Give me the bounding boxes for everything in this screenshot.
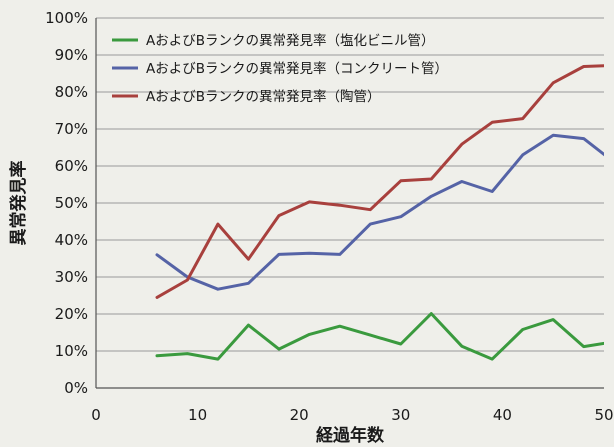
y-tick-label: 70%	[55, 120, 88, 138]
y-axis-title: 異常発見率	[8, 161, 29, 246]
series-lines	[155, 64, 604, 361]
axes	[95, 18, 604, 389]
x-tick-label: 0	[91, 406, 101, 424]
x-tick-label: 20	[290, 406, 309, 424]
x-tick-label: 40	[493, 406, 512, 424]
x-tick-label: 50	[594, 406, 613, 424]
y-tick-label: 30%	[55, 268, 88, 286]
y-tick-label: 90%	[55, 46, 88, 64]
series-line	[155, 64, 604, 299]
y-tick-label: 80%	[55, 83, 88, 101]
legend-label: AおよびBランクの異常発見率（コンクリート管）	[146, 60, 448, 77]
gridlines	[96, 17, 604, 352]
y-tick-label: 0%	[64, 379, 88, 397]
y-tick-label: 20%	[55, 305, 88, 323]
series-line	[155, 133, 604, 291]
legend-label: AおよびBランクの異常発見率（塩化ビニル管）	[146, 32, 435, 49]
y-tick-label: 60%	[55, 157, 88, 175]
x-tick-label: 10	[188, 406, 207, 424]
series-line	[155, 312, 604, 361]
legend: AおよびBランクの異常発見率（塩化ビニル管） AおよびBランクの異常発見率（コンク…	[112, 32, 448, 105]
x-tick-label: 30	[391, 406, 410, 424]
y-tick-label: 100%	[45, 9, 88, 27]
y-tick-label: 50%	[55, 194, 88, 212]
y-tick-label: 10%	[55, 342, 88, 360]
y-tick-label: 40%	[55, 231, 88, 249]
x-tick-labels: 0 10 20 30 40 50	[91, 406, 613, 424]
x-axis-title: 経過年数	[316, 425, 385, 446]
y-tick-labels: 0% 10% 20% 30% 40% 50% 60% 70% 80% 90% 100%	[45, 9, 88, 397]
legend-label: AおよびBランクの異常発見率（陶管）	[146, 88, 381, 105]
